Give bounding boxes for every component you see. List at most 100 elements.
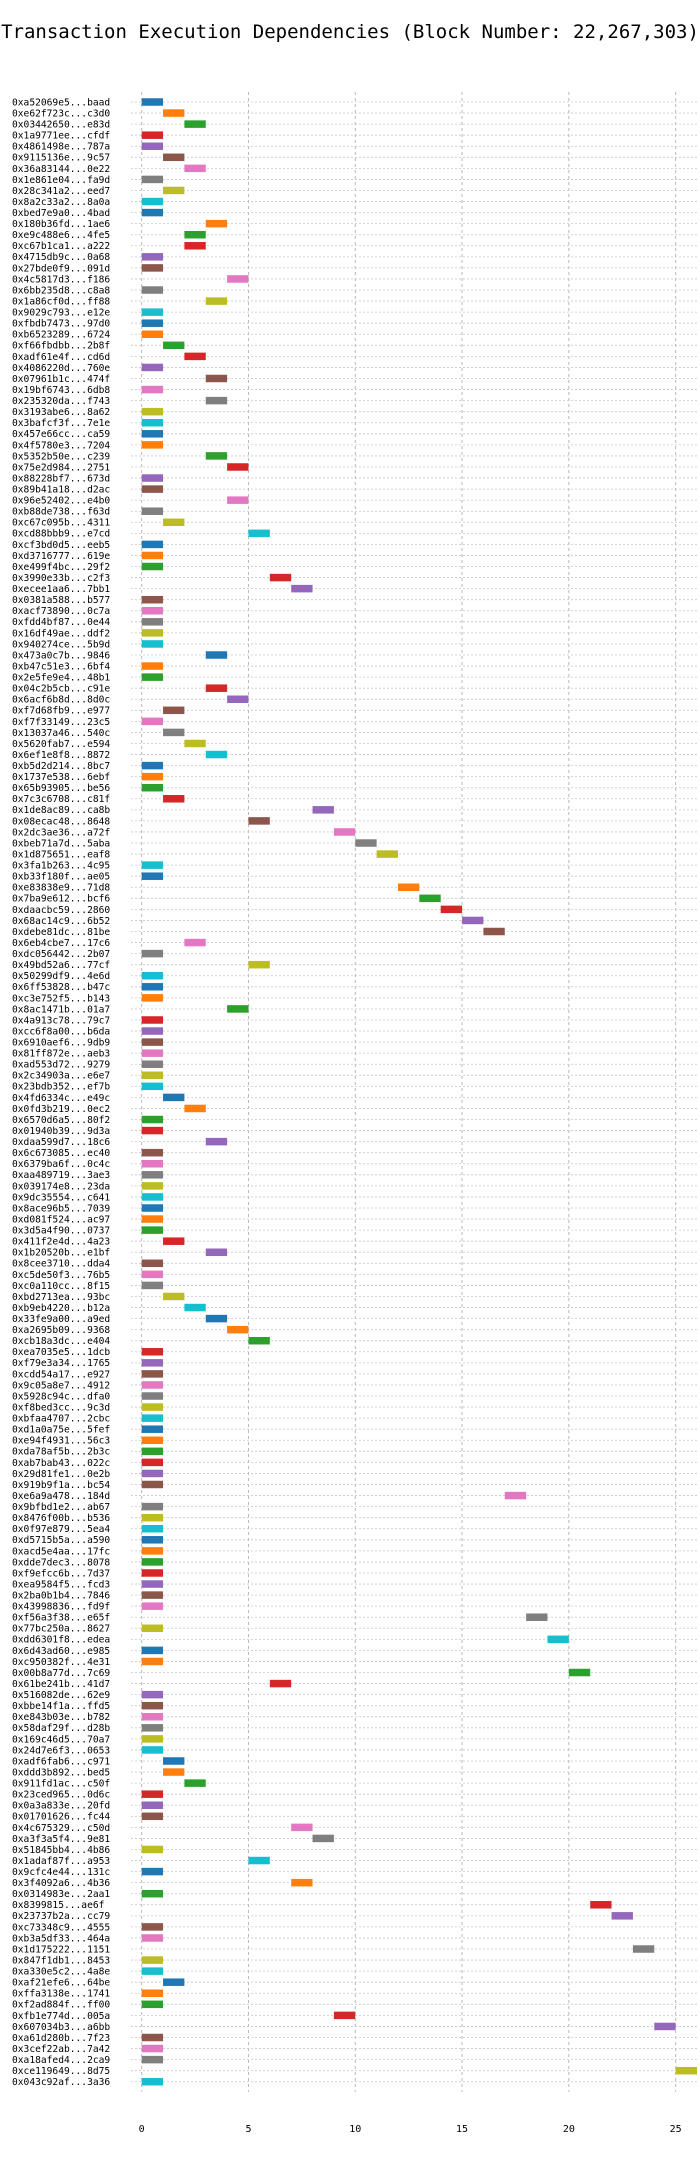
transaction-bar [184,1104,206,1113]
y-tick-label: 0xb88de738...f63d [12,507,110,518]
y-tick-label: 0xe62f723c...c3d0 [12,108,110,119]
transaction-bar [269,573,292,582]
y-tick-label: 0x51845bb4...4b86 [12,1845,110,1856]
y-tick-label: 0x919b9f1a...bc54 [12,1480,110,1491]
y-tick-label: 0xc67c095b...4311 [12,518,110,529]
y-tick-label: 0xdde7dec3...8078 [12,1557,110,1568]
y-tick-label: 0xacd5e4aa...17fc [12,1546,110,1557]
y-tick-label: 0x9cfc4e44...131c [12,1867,110,1878]
transaction-bar [141,1867,164,1876]
y-tick-label: 0xe83838e9...71d8 [12,883,110,894]
transaction-bar [141,1580,164,1588]
transaction-bar [419,894,441,903]
transaction-bar [227,463,249,471]
transaction-bar [163,153,185,162]
y-tick-label: 0xb5d2d214...8bc7 [12,761,110,772]
transaction-bar [141,1801,164,1809]
y-tick-label: 0x7c3c6708...c81f [12,794,110,805]
y-tick-label: 0xbd2713ea...93bc [12,1292,110,1303]
transaction-bar [141,540,164,549]
x-tick-label: 25 [670,2124,682,2135]
transaction-bar [184,164,206,173]
transaction-bar [141,1049,164,1057]
transaction-bar [141,2077,164,2086]
transaction-bar [141,1480,164,1489]
y-tick-label: 0xa61d280b...7f23 [12,2033,110,2044]
transaction-bar [483,927,505,936]
transaction-bar [312,1834,334,1843]
transaction-bar [141,2044,164,2053]
transaction-bar [141,1602,164,1610]
y-tick-label: 0xadf61e4f...cd6d [12,352,110,363]
transaction-bar [141,629,164,637]
y-tick-label: 0x3990e33b...c2f3 [12,573,110,584]
y-tick-label: 0xf2ad884f...ff00 [12,2000,110,2011]
y-tick-label: 0xdebe81dc...81be [12,927,110,938]
y-tick-label: 0x9c05a8e7...4912 [12,1380,110,1391]
y-tick-label: 0xea7035e5...1dcb [12,1347,110,1358]
y-tick-label: 0xa18afed4...2ca9 [12,2055,110,2066]
x-tick-label: 20 [563,2124,575,2135]
transaction-bar [227,1325,249,1334]
y-tick-label: 0x01701626...fc44 [12,1812,110,1823]
transaction-bar [462,916,484,925]
y-tick-label: 0x411f2e4d...4a23 [12,1237,110,1248]
y-tick-label: 0xe94f4931...56c3 [12,1436,110,1447]
transaction-bar [141,1281,164,1290]
y-tick-label: 0x039174e8...23da [12,1181,110,1192]
y-tick-label: 0x1d175222...1151 [12,1944,110,1955]
transaction-bar [141,1027,164,1035]
y-tick-label: 0x6bb235d8...c8a8 [12,285,110,296]
transaction-bar [568,1668,591,1677]
transaction-bar [141,418,164,427]
transaction-bar [141,551,164,560]
y-tick-labels: 0xa52069e5...baad0xe62f723c...c3d00x0344… [12,97,110,2088]
transaction-bar [141,1591,164,1599]
y-tick-label: 0x4f5780e3...7204 [12,440,110,451]
x-tick-label: 0 [139,2124,145,2135]
y-tick-label: 0xffa3138e...1741 [12,1989,110,2000]
y-tick-label: 0x08ecac48...8648 [12,816,110,827]
y-tick-label: 0xb6523289...6724 [12,330,110,341]
transaction-bar [675,2066,697,2075]
transaction-bar [654,2022,676,2031]
transaction-bar [163,728,185,737]
transaction-bar [141,861,164,869]
y-tick-label: 0x50299df9...4e6d [12,971,110,982]
transaction-bar [141,1967,164,1975]
y-tick-label: 0xc67b1ca1...a222 [12,241,110,252]
y-tick-label: 0x457e66cc...ca59 [12,429,110,440]
x-tick-label: 15 [456,2124,468,2135]
y-tick-label: 0x8399815...ae6f [12,1900,104,1911]
y-tick-label: 0x1adaf87f...a953 [12,1856,110,1867]
y-tick-label: 0x6acf6b8d...8d0c [12,695,110,706]
transaction-bar [141,385,164,394]
transaction-bar [163,1978,185,1986]
transaction-bar [141,717,164,726]
y-tick-label: 0xf7d68fb9...e977 [12,706,110,717]
y-tick-label: 0x8ace96b5...7039 [12,1203,110,1214]
y-tick-label: 0xc0a110cc...8f15 [12,1281,110,1292]
transaction-bar [141,562,164,571]
transaction-bar [291,1878,313,1887]
x-tick-labels: 0 5 10 15 20 25 [139,2124,682,2135]
y-tick-label: 0x04c2b5cb...c91e [12,684,110,695]
transaction-bar [163,1292,185,1301]
y-tick-label: 0xce119649...8d75 [12,2066,110,2077]
transaction-bar [163,341,185,350]
transaction-bar [163,706,185,715]
y-tick-label: 0x01940b39...9d3a [12,1126,110,1137]
y-tick-label: 0xcb18a3dc...e404 [12,1336,110,1347]
transaction-bar [141,1016,164,1024]
transaction-bar [248,817,270,825]
transaction-bar [141,507,164,515]
transaction-bar [184,120,206,128]
transaction-bar [141,1812,164,1821]
y-tick-label: 0x65b93905...be56 [12,783,110,794]
transaction-bar [141,1359,164,1367]
y-tick-label: 0xdd6301f8...edea [12,1635,110,1646]
y-tick-label: 0xbed7e9a0...4bad [12,208,110,219]
y-tick-label: 0xb3a5df33...464a [12,1933,110,1944]
transaction-bar [141,1414,164,1422]
y-tick-label: 0x8476f00b...b536 [12,1513,110,1524]
